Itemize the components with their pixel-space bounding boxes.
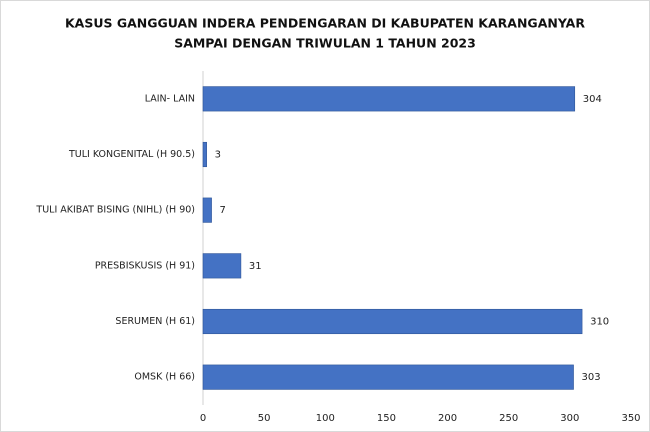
bar: [202, 253, 242, 279]
x-tick-label: 50: [258, 413, 271, 424]
y-tick-label: PRESBISKUSIS (H 91): [95, 260, 195, 271]
bar: [202, 86, 576, 112]
x-tick-label: 350: [621, 413, 640, 424]
x-tick-label: 0: [200, 413, 206, 424]
x-tick-label: 250: [499, 413, 518, 424]
x-tick-label: 300: [560, 413, 579, 424]
chart-title: KASUS GANGGUAN INDERA PENDENGARAN DI KAB…: [65, 16, 585, 31]
y-tick-label: SERUMEN (H 61): [115, 316, 195, 327]
data-label: 7: [220, 205, 226, 216]
chart-title: SAMPAI DENGAN TRIWULAN 1 TAHUN 2023: [174, 36, 476, 51]
x-tick-label: 100: [316, 413, 335, 424]
y-tick-label: TULI AKIBAT BISING (NIHL) (H 90): [35, 205, 195, 216]
y-tick-label: OMSK (H 66): [134, 372, 195, 383]
bar: [202, 197, 212, 223]
data-label: 31: [249, 261, 262, 272]
data-label: 310: [590, 317, 609, 328]
data-label: 303: [582, 372, 601, 383]
data-label: 3: [215, 150, 221, 161]
y-tick-label: TULI KONGENITAL (H 90.5): [68, 149, 195, 160]
bar: [202, 364, 574, 390]
x-tick-label: 150: [377, 413, 396, 424]
y-tick-label: LAIN- LAIN: [145, 93, 195, 104]
bar: [202, 308, 583, 335]
bar: [202, 141, 207, 168]
data-label: 304: [583, 94, 602, 105]
x-tick-label: 200: [438, 413, 457, 424]
